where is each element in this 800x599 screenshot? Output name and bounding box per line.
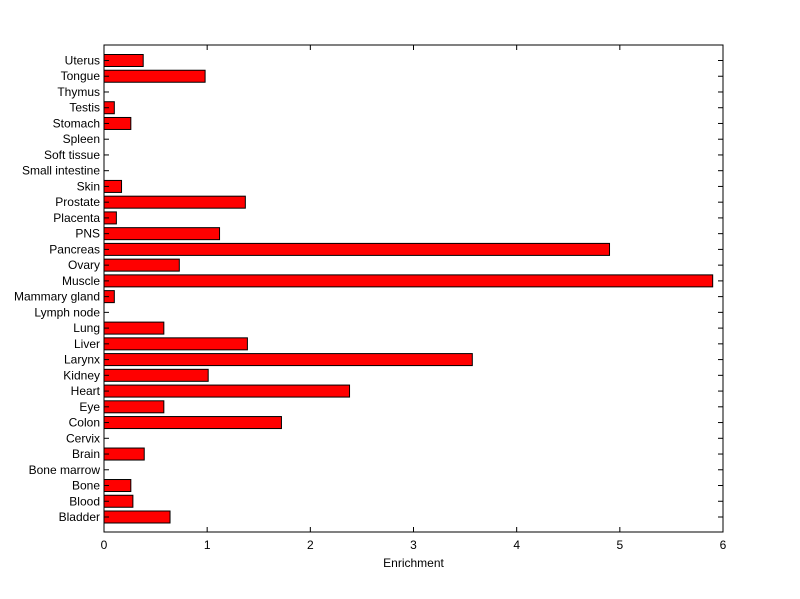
- y-tick-label: Thymus: [57, 85, 100, 99]
- y-tick-label: Kidney: [63, 368, 100, 382]
- plot-area: [104, 45, 723, 532]
- y-tick-label: Stomach: [53, 116, 100, 130]
- y-tick-label: Brain: [72, 447, 100, 461]
- y-tick-label: Muscle: [62, 274, 100, 288]
- bar-muscle: [103, 274, 714, 288]
- bar-pns: [103, 227, 221, 241]
- y-tick-label: Liver: [74, 337, 100, 351]
- bar-eye: [103, 400, 165, 414]
- bar-liver: [103, 337, 248, 351]
- x-tick-label: 5: [616, 538, 623, 552]
- y-tick-label: Spleen: [63, 132, 100, 146]
- bar-uterus: [103, 54, 144, 67]
- y-tick-label: Ovary: [68, 258, 100, 272]
- bar-bladder: [103, 510, 171, 524]
- y-tick-label: Prostate: [55, 195, 100, 209]
- y-tick-label: Testis: [69, 101, 100, 115]
- y-tick-label: Bone: [72, 479, 100, 493]
- y-tick-label: Colon: [69, 416, 100, 430]
- x-tick-label: 2: [307, 538, 314, 552]
- bar-lung: [103, 321, 165, 335]
- y-tick-label: Heart: [71, 384, 101, 398]
- bar-colon: [103, 416, 282, 430]
- x-tick-label: 6: [720, 538, 727, 552]
- x-tick-label: 1: [204, 538, 211, 552]
- plot-frame: [103, 44, 724, 533]
- bar-tongue: [103, 69, 206, 83]
- y-tick-label: PNS: [75, 227, 100, 241]
- x-axis-label: Enrichment: [383, 556, 444, 570]
- x-tick-label: 0: [101, 538, 108, 552]
- y-tick-label: Placenta: [53, 211, 100, 225]
- y-tick-label: Skin: [77, 179, 100, 193]
- y-tick-label: Soft tissue: [44, 148, 100, 162]
- y-tick-label: Lung: [73, 321, 100, 335]
- bar-ovary: [103, 258, 180, 272]
- bar-prostate: [103, 195, 246, 209]
- y-tick-label: Small intestine: [22, 164, 100, 178]
- y-tick-label: Lymph node: [34, 305, 100, 319]
- x-tick-label: 3: [410, 538, 417, 552]
- y-tick-label: Bladder: [59, 510, 100, 524]
- y-tick-label: Tongue: [61, 69, 101, 83]
- y-tick-label: Bone marrow: [29, 463, 101, 477]
- y-tick-label: Uterus: [65, 54, 100, 68]
- y-tick-label: Mammary gland: [14, 290, 100, 304]
- y-tick-label: Blood: [69, 494, 100, 508]
- y-tick-label: Larynx: [64, 353, 100, 367]
- bar-brain: [103, 447, 145, 461]
- y-tick-label: Cervix: [66, 431, 100, 445]
- bar-heart: [103, 384, 351, 398]
- bar-larynx: [103, 353, 473, 367]
- y-tick-label: Pancreas: [49, 242, 100, 256]
- y-tick-label: Eye: [79, 400, 100, 414]
- bar-kidney: [103, 368, 209, 382]
- bar-pancreas: [103, 242, 611, 256]
- x-tick-label: 4: [513, 538, 520, 552]
